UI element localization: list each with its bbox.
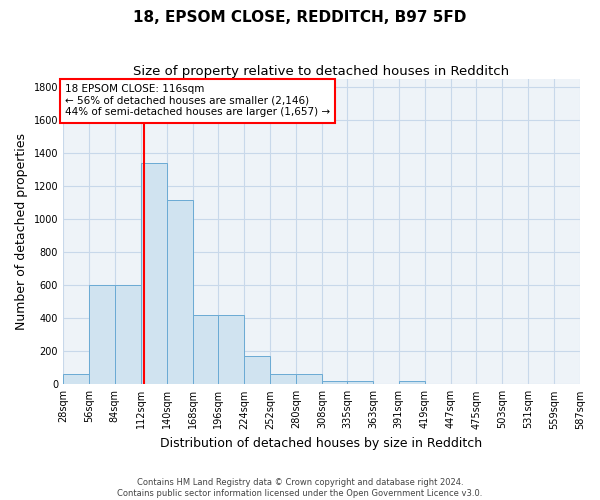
Bar <box>63 374 89 384</box>
Bar <box>193 315 218 384</box>
Title: Size of property relative to detached houses in Redditch: Size of property relative to detached ho… <box>133 65 509 78</box>
Bar <box>296 374 322 384</box>
Bar <box>89 286 115 384</box>
Bar <box>399 381 425 384</box>
Text: 18 EPSOM CLOSE: 116sqm
← 56% of detached houses are smaller (2,146)
44% of semi-: 18 EPSOM CLOSE: 116sqm ← 56% of detached… <box>65 84 330 117</box>
Bar <box>244 356 270 384</box>
Bar <box>347 381 373 384</box>
Text: Contains HM Land Registry data © Crown copyright and database right 2024.
Contai: Contains HM Land Registry data © Crown c… <box>118 478 482 498</box>
Bar <box>322 381 347 384</box>
Text: 18, EPSOM CLOSE, REDDITCH, B97 5FD: 18, EPSOM CLOSE, REDDITCH, B97 5FD <box>133 10 467 25</box>
Bar <box>270 374 296 384</box>
Bar <box>218 315 244 384</box>
Bar <box>115 286 141 384</box>
X-axis label: Distribution of detached houses by size in Redditch: Distribution of detached houses by size … <box>160 437 482 450</box>
Y-axis label: Number of detached properties: Number of detached properties <box>15 133 28 330</box>
Bar <box>141 164 167 384</box>
Bar <box>167 200 193 384</box>
